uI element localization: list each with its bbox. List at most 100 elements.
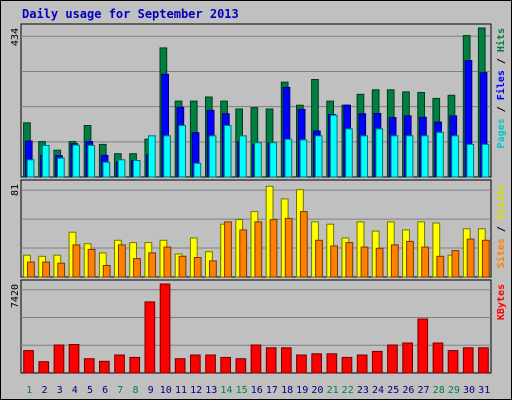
bar-pages	[87, 144, 96, 178]
bar-sites	[315, 239, 323, 278]
day-label: 2	[41, 385, 47, 396]
x-axis-day-labels: 1 2 3 4 5 6 7 8 9 10 11 12 13 14 15 16 17 18 19 20 21 22 23 24 2…	[26, 385, 490, 396]
panel-middle: 81 Sites / Visits	[10, 179, 507, 278]
day-label: 7	[117, 385, 123, 396]
bar-pages	[223, 125, 232, 178]
legend-visits: Visits	[495, 184, 507, 220]
chart-panels: 434 Pages / Files / Hits 81 Sites / Visits 7…	[10, 23, 507, 374]
panel-top: 434 Pages / Files / Hits	[10, 23, 507, 178]
day-label: 21	[327, 385, 339, 396]
legend-pages: Pages	[496, 118, 507, 148]
bar-kbytes	[326, 353, 338, 374]
day-label: 19	[296, 385, 308, 396]
day-label: 15	[236, 385, 248, 396]
legend-separator: /	[496, 52, 507, 70]
bar-sites	[118, 244, 126, 278]
bar-pages	[481, 143, 490, 178]
panel-legend: KBytes	[496, 284, 507, 320]
day-label: 16	[251, 385, 263, 396]
day-label: 9	[148, 385, 154, 396]
bar-kbytes	[402, 342, 413, 374]
bar-kbytes	[190, 354, 201, 374]
day-label: 14	[220, 385, 232, 396]
bar-kbytes	[296, 354, 307, 374]
bar-pages	[299, 139, 308, 178]
day-label: 3	[57, 385, 63, 396]
day-label: 12	[190, 385, 202, 396]
bar-pages	[41, 144, 50, 178]
bar-kbytes	[478, 347, 489, 374]
day-label: 26	[402, 385, 414, 396]
bar-kbytes	[281, 347, 292, 374]
bar-pages	[405, 135, 414, 178]
bar-kbytes	[38, 361, 50, 374]
day-label: 8	[132, 385, 138, 396]
bar-kbytes	[159, 283, 171, 374]
bar-pages	[57, 157, 65, 178]
bar-pages	[72, 144, 80, 178]
bar-kbytes	[265, 347, 277, 374]
bar-sites	[163, 246, 172, 278]
day-label: 23	[357, 385, 369, 396]
day-label: 5	[87, 385, 93, 396]
bar-pages	[314, 135, 323, 178]
bar-kbytes	[220, 356, 232, 374]
bar-kbytes	[129, 356, 141, 374]
day-label: 18	[281, 385, 293, 396]
bar-pages	[178, 125, 187, 178]
bar-pages	[193, 162, 202, 178]
bar-pages	[329, 114, 338, 178]
bar-sites	[178, 255, 187, 278]
bar-sites	[87, 248, 96, 278]
bar-sites	[299, 211, 308, 278]
day-label: 30	[463, 385, 475, 396]
bar-sites	[360, 246, 369, 278]
bar-kbytes	[23, 350, 34, 374]
bar-kbytes	[417, 318, 429, 374]
bar-sites	[254, 221, 263, 278]
bar-sites	[436, 255, 445, 278]
day-label: 6	[102, 385, 108, 396]
panel-legend: Pages / Files / Hits	[495, 28, 507, 148]
bar-sites	[239, 229, 248, 278]
day-label: 31	[478, 385, 490, 396]
bar-kbytes	[144, 301, 156, 374]
day-label: 13	[205, 385, 217, 396]
y-max-label: 81	[10, 184, 21, 196]
bar-kbytes	[99, 360, 110, 374]
bar-kbytes	[235, 358, 247, 374]
bar-pages	[451, 135, 459, 178]
bar-kbytes	[311, 353, 322, 374]
bar-sites	[102, 265, 111, 278]
bar-sites	[390, 244, 399, 278]
legend-hits: Hits	[495, 28, 507, 52]
day-label: 28	[433, 385, 445, 396]
bar-pages	[163, 135, 171, 178]
bar-pages	[466, 143, 475, 178]
bar-sites	[284, 217, 293, 278]
day-label: 20	[311, 385, 323, 396]
panel-bottom: 7420 KBytes	[10, 279, 507, 374]
bar-pages	[208, 135, 217, 178]
bar-pages	[284, 138, 293, 178]
day-label: 1	[26, 385, 32, 396]
bar-pages	[102, 161, 111, 178]
bar-sites	[148, 252, 157, 278]
bar-kbytes	[53, 344, 65, 374]
day-label: 27	[417, 385, 429, 396]
legend-separator: /	[496, 100, 507, 118]
bar-sites	[72, 244, 81, 278]
y-max-label: 7420	[10, 284, 21, 308]
bar-sites	[466, 238, 475, 278]
bar-pages	[436, 131, 444, 178]
bar-kbytes	[447, 350, 459, 374]
bar-sites	[57, 262, 66, 278]
day-label: 24	[372, 385, 384, 396]
bar-sites	[209, 260, 217, 278]
bar-pages	[239, 135, 247, 178]
legend-separator: /	[496, 220, 507, 238]
legend-sites: Sites	[495, 238, 507, 268]
panel-legend: Sites / Visits	[495, 184, 507, 268]
bar-pages	[360, 135, 368, 178]
